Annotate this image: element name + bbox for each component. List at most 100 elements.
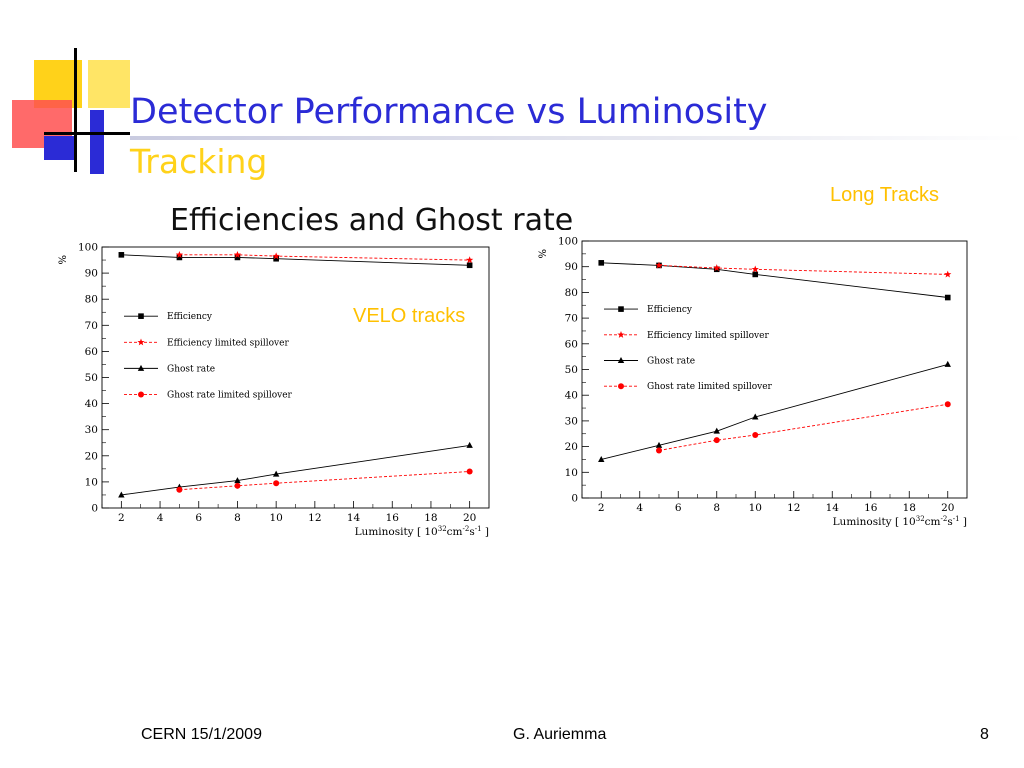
long-legend-marker: [618, 306, 624, 312]
velo-xtick-label: 8: [234, 512, 241, 524]
velo-xtick-label: 14: [347, 512, 361, 524]
velo-data-point: [273, 480, 280, 487]
velo-xtick-label: 12: [308, 512, 321, 524]
long-ytick-label: 100: [558, 236, 578, 248]
long-xtick-label: 16: [864, 502, 878, 514]
velo-data-point: [272, 470, 280, 477]
velo-data-point: [118, 491, 125, 498]
long-plot-frame: [581, 240, 968, 499]
velo-tracks-chart: 0 10 20 30 40 50 60 70 80 90 100 2 4 6 8 10 12 14 16 18 20% L…: [58, 236, 490, 538]
long-data-point: [713, 437, 720, 444]
velo-series-line: [179, 254, 470, 261]
long-data-point: [752, 413, 759, 420]
velo-tracks-label: VELO tracks: [351, 305, 468, 328]
velo-data-point: [233, 251, 242, 258]
slide-logo-decoration: [12, 48, 130, 174]
footer-author: G. Auriemma: [513, 726, 607, 743]
slide-subtitle: Tracking: [130, 142, 268, 181]
velo-legend-label: Ghost rate limited spillover: [167, 390, 293, 400]
long-legend-label: Ghost rate: [647, 357, 695, 367]
bullet-text: Efficiencies and Ghost rate: [170, 203, 574, 238]
velo-legend-label: Ghost rate: [167, 364, 215, 374]
velo-xtick-label: 6: [195, 512, 202, 524]
long-xtick-label: 10: [749, 502, 762, 514]
long-xtick-label: 4: [636, 502, 643, 514]
velo-series-line: [121, 444, 470, 496]
long-ytick-label: 10: [565, 467, 578, 479]
long-data-point: [713, 427, 720, 434]
long-xtick-label: 12: [787, 502, 800, 514]
slide-title: Detector Performance vs Luminosity: [130, 92, 768, 132]
long-legend-label: Efficiency: [647, 305, 693, 315]
long-data-point: [656, 447, 662, 454]
velo-data-point: [175, 251, 184, 258]
long-chart-svg: 0 10 20 30 40 50 60 70 80 90 100 2 4 6 8 10 12 14 16 18 20% L…: [538, 236, 968, 528]
long-data-point: [944, 270, 952, 278]
velo-series-2: [118, 441, 473, 498]
long-ytick-label: 50: [565, 364, 578, 376]
slide-number: 8: [980, 726, 989, 743]
velo-legend-marker: [138, 313, 144, 319]
long-xtick-label: 8: [713, 502, 720, 514]
velo-ytick-label: 10: [85, 476, 98, 488]
long-series-line: [658, 264, 948, 275]
long-series-line: [601, 363, 948, 460]
velo-data-point: [466, 256, 474, 264]
velo-legend-marker: [138, 391, 144, 398]
long-ytick-label: 80: [565, 287, 578, 299]
long-ytick-label: 40: [565, 390, 578, 402]
velo-xtick-label: 16: [386, 512, 400, 524]
long-xtick-label: 2: [598, 502, 605, 514]
velo-data-point: [466, 441, 473, 448]
long-tracks-chart: 0 10 20 30 40 50 60 70 80 90 100 2 4 6 8 10 12 14 16 18 20% L…: [538, 230, 974, 532]
velo-ytick-label: 80: [85, 294, 98, 306]
long-data-point: [655, 261, 663, 269]
long-ytick-label: 70: [565, 313, 578, 325]
long-data-point: [944, 360, 951, 367]
long-data-point: [752, 271, 759, 278]
long-legend-marker: [617, 357, 625, 364]
velo-data-point: [234, 482, 241, 489]
velo-ytick-label: 0: [91, 503, 98, 515]
long-legend-marker: [617, 331, 625, 338]
velo-series-0: [118, 252, 473, 269]
velo-legend-label: Efficiency: [167, 312, 213, 322]
velo-data-point: [273, 255, 279, 262]
long-data-point: [598, 455, 605, 462]
velo-series-3: [176, 468, 473, 493]
long-series-line: [658, 403, 948, 451]
velo-ytick-label: 50: [85, 372, 98, 384]
long-ytick-label: 60: [565, 338, 578, 350]
velo-data-point: [466, 468, 473, 475]
long-data-point: [655, 441, 663, 448]
velo-legend-marker: [137, 364, 145, 371]
velo-ytick-label: 40: [85, 398, 98, 410]
title-divider: [130, 136, 1024, 140]
velo-data-point: [234, 477, 241, 484]
long-series-0: [598, 260, 951, 301]
long-data-point: [944, 294, 951, 301]
velo-ytick-label: 60: [85, 346, 98, 358]
velo-xtick-label: 4: [157, 512, 164, 524]
long-ytick-label: 30: [565, 415, 578, 427]
long-series-line: [601, 262, 948, 298]
footer-date: CERN 15/1/2009: [141, 726, 262, 743]
velo-legend-marker: [137, 338, 145, 346]
long-tracks-label: Long Tracks: [830, 184, 939, 207]
long-legend-marker: [618, 383, 624, 390]
long-data-point: [713, 264, 721, 272]
long-series-2: [598, 360, 951, 462]
velo-plot-frame: [101, 246, 490, 509]
velo-xtick-label: 10: [269, 512, 282, 524]
velo-ytick-label: 100: [78, 242, 98, 254]
long-xtick-label: 20: [941, 502, 954, 514]
velo-data-point: [272, 252, 280, 260]
velo-series-line: [179, 471, 470, 491]
velo-ytick-label: 20: [85, 450, 98, 462]
velo-xtick-label: 18: [424, 512, 437, 524]
long-series-1: [655, 261, 952, 278]
long-data-point: [751, 265, 759, 273]
velo-ytick-label: 30: [85, 424, 98, 436]
long-ytick-label: 0: [571, 493, 578, 505]
long-xtick-label: 6: [675, 502, 682, 514]
